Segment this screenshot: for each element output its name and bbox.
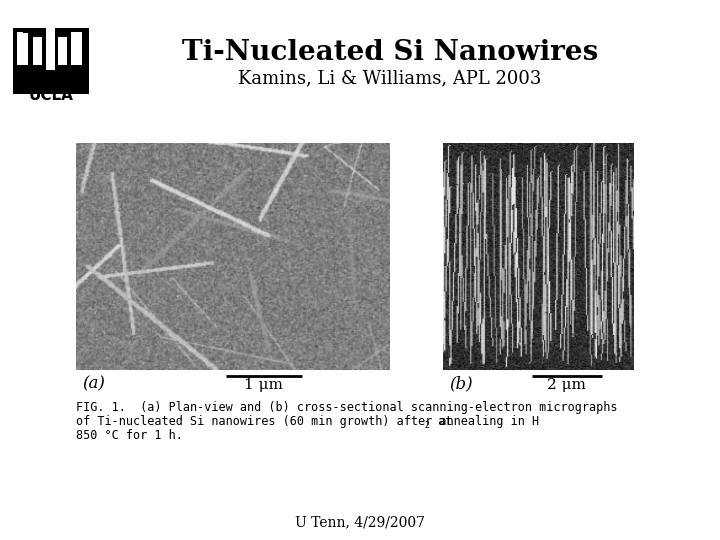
Text: 2 μm: 2 μm: [547, 378, 586, 392]
Text: (b): (b): [449, 375, 472, 393]
Text: FIG. 1.  (a) Plan-view and (b) cross-sectional scanning-electron micrographs: FIG. 1. (a) Plan-view and (b) cross-sect…: [76, 401, 617, 414]
Bar: [71, 32, 82, 65]
Text: at: at: [431, 415, 452, 428]
Bar: [55, 28, 89, 70]
Text: 1 μm: 1 μm: [244, 378, 283, 392]
Text: of Ti-nucleated Si nanowires (60 min growth) after annealing in H: of Ti-nucleated Si nanowires (60 min gro…: [76, 415, 539, 428]
Bar: [17, 32, 28, 65]
Text: Kamins, Li & Williams, APL 2003: Kamins, Li & Williams, APL 2003: [238, 69, 541, 87]
Text: Ti-Nucleated Si Nanowires: Ti-Nucleated Si Nanowires: [182, 38, 598, 65]
Bar: [58, 37, 67, 65]
Text: 2: 2: [425, 421, 430, 430]
Bar: [23, 28, 28, 33]
Bar: [13, 70, 89, 94]
Text: UCLA: UCLA: [28, 88, 73, 103]
Text: (a): (a): [82, 375, 105, 393]
Text: U Tenn, 4/29/2007: U Tenn, 4/29/2007: [295, 515, 425, 529]
Bar: [33, 37, 42, 65]
Bar: [60, 28, 66, 33]
Bar: [13, 28, 46, 70]
Text: 850 °C for 1 h.: 850 °C for 1 h.: [76, 429, 182, 442]
